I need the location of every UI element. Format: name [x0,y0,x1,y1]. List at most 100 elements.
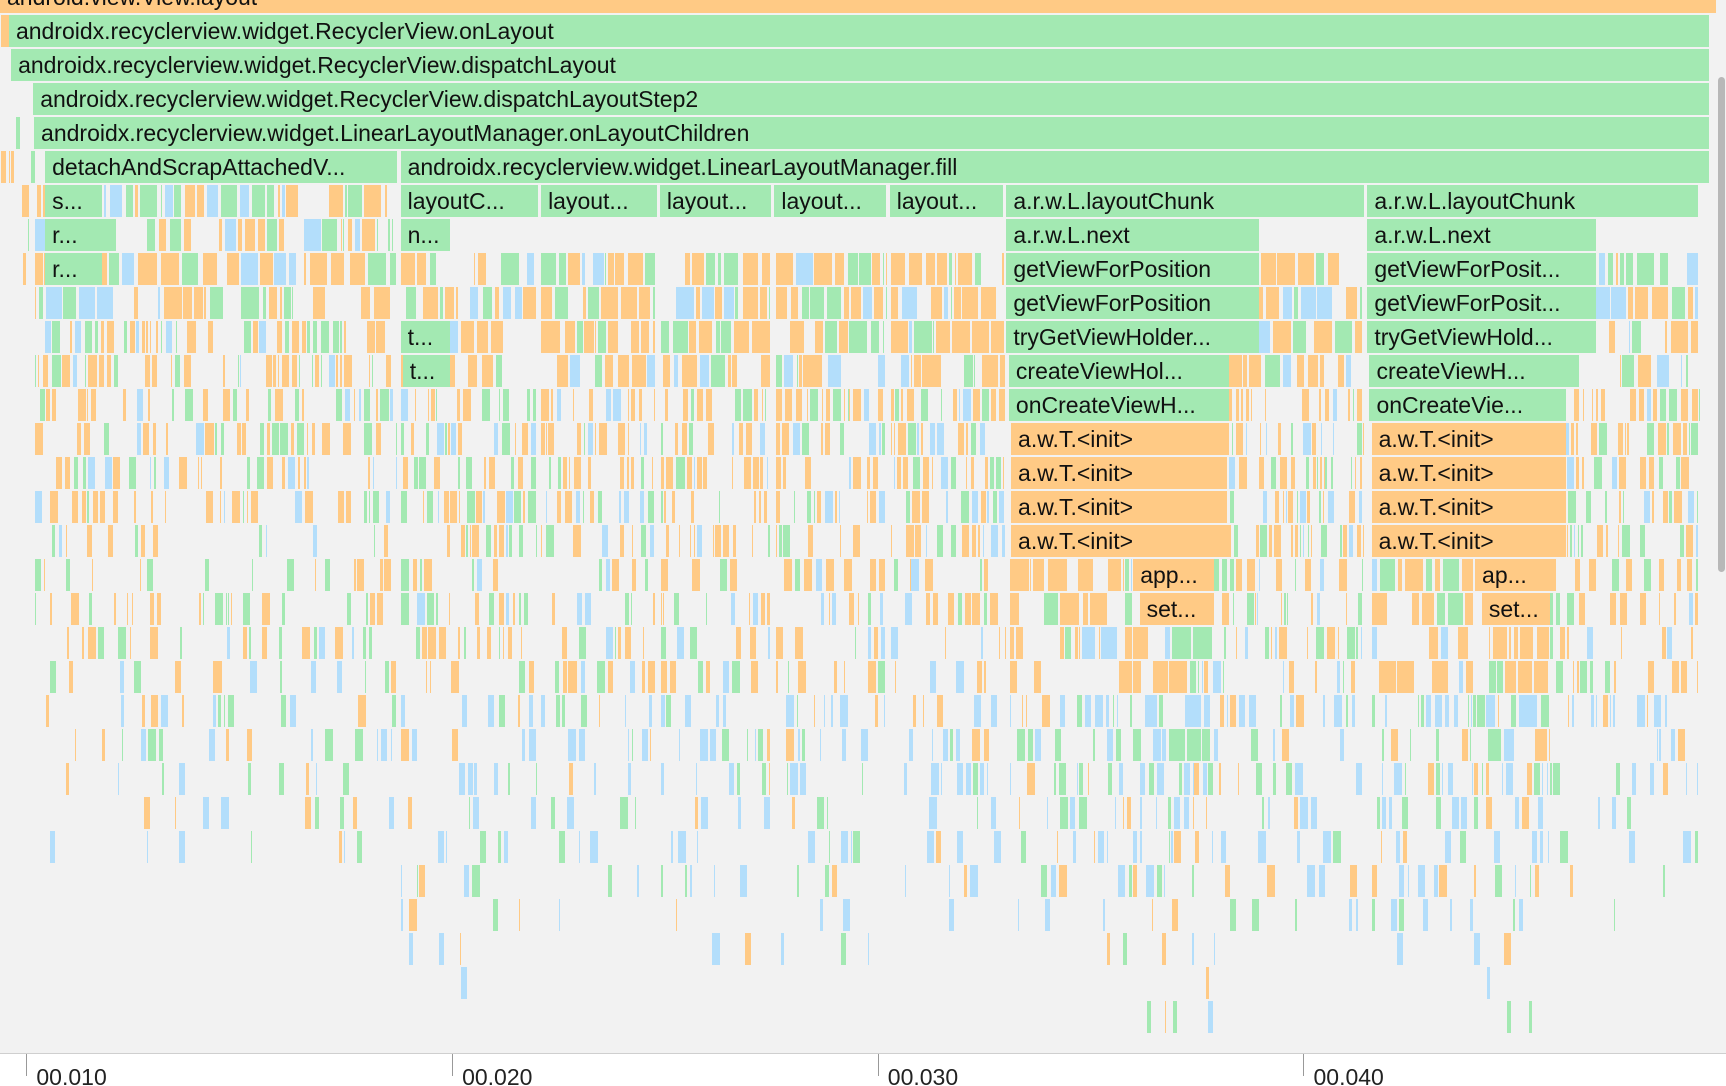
call-sliver[interactable] [615,253,625,285]
call-sliver[interactable] [284,321,289,353]
flame-frame[interactable]: r... [45,219,103,251]
call-sliver[interactable] [840,933,846,965]
call-sliver[interactable] [949,729,954,761]
call-sliver[interactable] [752,457,759,489]
call-sliver[interactable] [1214,729,1219,761]
call-sliver[interactable] [1417,695,1419,727]
flame-frame[interactable]: set... [1481,593,1550,625]
call-sliver[interactable] [1447,763,1453,795]
call-sliver[interactable] [577,321,584,353]
call-sliver[interactable] [1581,525,1583,557]
call-sliver[interactable] [1279,627,1288,659]
call-sliver[interactable] [719,491,721,523]
call-sliver[interactable] [1294,559,1296,591]
call-sliver[interactable] [784,559,793,591]
call-sliver[interactable] [911,559,920,591]
call-sliver[interactable] [1172,627,1191,659]
call-sliver[interactable] [605,559,610,591]
call-sliver[interactable] [691,253,704,285]
call-sliver[interactable] [1591,423,1598,455]
call-sliver[interactable] [541,695,545,727]
call-sliver[interactable] [246,457,250,489]
call-sliver[interactable] [690,389,695,421]
call-sliver[interactable] [1539,831,1544,863]
call-sliver[interactable] [1257,321,1271,353]
call-sliver[interactable] [767,457,769,489]
call-sliver[interactable] [531,797,537,829]
call-sliver[interactable] [34,423,43,455]
call-sliver[interactable] [945,627,947,659]
call-sliver[interactable] [1140,831,1143,863]
call-sliver[interactable] [868,661,877,693]
call-sliver[interactable] [882,423,886,455]
call-sliver[interactable] [960,491,969,523]
call-sliver[interactable] [114,355,118,387]
call-sliver[interactable] [768,627,771,659]
call-sliver[interactable] [1356,389,1363,421]
call-sliver[interactable] [1371,627,1377,659]
call-sliver[interactable] [954,287,961,319]
call-sliver[interactable] [689,525,691,557]
flame-frame[interactable]: a.w.T.<init> [1011,525,1227,557]
call-sliver[interactable] [608,865,612,897]
call-sliver[interactable] [1486,695,1496,727]
call-sliver[interactable] [1586,491,1592,523]
call-sliver[interactable] [796,695,798,727]
call-sliver[interactable] [1225,423,1230,455]
call-sliver[interactable] [1624,423,1627,455]
call-sliver[interactable] [758,491,762,523]
call-sliver[interactable] [664,389,668,421]
call-sliver[interactable] [291,355,297,387]
call-sliver[interactable] [1018,797,1021,829]
call-sliver[interactable] [502,423,511,455]
call-sliver[interactable] [595,321,597,353]
call-sliver[interactable] [950,525,956,557]
call-sliver[interactable] [696,287,701,319]
call-sliver[interactable] [1482,763,1484,795]
call-sliver[interactable] [541,287,553,319]
call-sliver[interactable] [1567,491,1576,523]
call-sliver[interactable] [1418,865,1426,897]
call-sliver[interactable] [872,457,878,489]
call-sliver[interactable] [1233,525,1238,557]
call-sliver[interactable] [853,525,861,557]
call-sliver[interactable] [732,661,740,693]
call-sliver[interactable] [439,627,446,659]
call-sliver[interactable] [312,287,326,319]
call-sliver[interactable] [546,525,555,557]
call-sliver[interactable] [1140,797,1142,829]
call-sliver[interactable] [343,423,351,455]
call-sliver[interactable] [971,593,980,625]
call-sliver[interactable] [563,457,568,489]
call-sliver[interactable] [1577,525,1579,557]
call-sliver[interactable] [601,525,608,557]
call-sliver[interactable] [1319,491,1322,523]
call-sliver[interactable] [302,321,306,353]
call-sliver[interactable] [384,559,391,591]
call-sliver[interactable] [312,355,314,387]
call-sliver[interactable] [1319,355,1324,387]
call-sliver[interactable] [38,355,40,387]
call-sliver[interactable] [444,287,454,319]
call-sliver[interactable] [520,627,522,659]
call-sliver[interactable] [517,457,523,489]
call-sliver[interactable] [558,457,561,489]
call-sliver[interactable] [213,661,222,693]
call-sliver[interactable] [482,287,493,319]
call-sliver[interactable] [1290,525,1294,557]
call-sliver[interactable] [324,559,331,591]
call-sliver[interactable] [528,491,537,523]
flame-frame[interactable]: a.w.T.<init> [1371,423,1566,455]
call-sliver[interactable] [596,661,606,693]
call-sliver[interactable] [660,865,663,897]
call-sliver[interactable] [337,491,344,523]
call-sliver[interactable] [1610,593,1616,625]
call-sliver[interactable] [34,253,43,285]
call-sliver[interactable] [660,627,667,659]
call-sliver[interactable] [562,695,565,727]
call-sliver[interactable] [91,559,93,591]
call-sliver[interactable] [1654,695,1662,727]
call-sliver[interactable] [966,763,972,795]
call-sliver[interactable] [1411,593,1420,625]
call-sliver[interactable] [1379,559,1395,591]
